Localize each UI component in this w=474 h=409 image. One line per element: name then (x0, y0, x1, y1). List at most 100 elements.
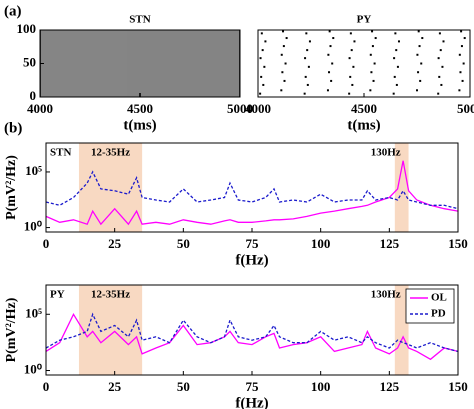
spike-dot (463, 37, 466, 40)
legend-box (405, 288, 455, 324)
x-axis-label: t(ms) (123, 117, 156, 133)
y-tick-label: 10⁵ (25, 163, 42, 178)
plot-frame (39, 29, 241, 98)
spike-dot (458, 53, 461, 56)
plot-frame (257, 29, 471, 98)
spike-dot (396, 65, 399, 68)
spike-dot (369, 89, 372, 92)
x-axis-label: f(Hz) (235, 395, 268, 409)
panel-label: (b) (4, 120, 22, 136)
spike-dot (418, 45, 421, 48)
plot-area (46, 285, 458, 375)
x-tick-label: 4500 (127, 101, 153, 116)
spike-dot (459, 71, 462, 74)
x-tick-label: 4500 (351, 101, 377, 116)
spike-dot (442, 40, 445, 43)
spike-dot (437, 92, 440, 95)
y-tick-label: 10⁰ (24, 362, 43, 377)
x-tick-label: 75 (246, 379, 260, 394)
spike-dot (416, 53, 419, 56)
x-axis-label: t(ms) (347, 117, 380, 133)
spike-dot (458, 89, 461, 92)
spike-dot (393, 75, 396, 78)
psd-line (46, 312, 458, 353)
spike-dot (392, 92, 395, 95)
x-tick-label: 5000 (457, 101, 474, 116)
spike-dot (306, 83, 309, 86)
spike-dot (421, 37, 424, 40)
psd-line (46, 170, 458, 210)
spike-dot (373, 62, 376, 65)
spike-dot (307, 65, 310, 68)
x-tick-label: 25 (108, 379, 122, 394)
spike-dot (348, 57, 351, 60)
spike-dot (397, 40, 400, 43)
spike-dot (326, 89, 329, 92)
plot-area (40, 30, 240, 97)
spike-dot (420, 62, 423, 65)
spike-dot (416, 89, 418, 92)
x-tick-label: 150 (448, 236, 468, 251)
x-tick-label: 150 (448, 379, 468, 394)
spike-dot (262, 83, 265, 86)
spike-dot (280, 53, 283, 56)
y-tick-label: 0 (30, 88, 37, 103)
spike-dot (393, 57, 396, 60)
spike-dot (303, 92, 306, 95)
plot-area (259, 30, 466, 95)
spike-dot (372, 79, 375, 82)
spike-dot (304, 57, 307, 60)
spike-dot (417, 71, 420, 74)
spike-dot (438, 32, 441, 35)
plot-title: PY (357, 14, 372, 26)
spike-dot (331, 62, 334, 65)
spike-dot (439, 49, 442, 52)
spike-dot (461, 79, 464, 82)
x-tick-label: 4000 (27, 101, 53, 116)
spike-dot (370, 71, 373, 74)
x-tick-label: 5000 (227, 101, 253, 116)
spike-dot (441, 65, 444, 68)
x-tick-label: 50 (177, 379, 190, 394)
spike-dot (285, 37, 288, 40)
y-tick-label: 100 (17, 21, 37, 36)
spike-dot (259, 92, 262, 95)
spike-dot (304, 75, 307, 78)
spike-dot (374, 37, 377, 40)
spike-dot (352, 65, 355, 68)
band-label: 12-35Hz (91, 147, 130, 159)
spike-dot (394, 32, 397, 35)
spike-dot (330, 79, 333, 82)
spike-dot (305, 32, 308, 35)
spike-dot (395, 49, 398, 52)
plot-title: STN (50, 147, 71, 159)
plot-title: STN (129, 14, 150, 26)
spike-dot (282, 45, 285, 48)
plot-area (46, 143, 458, 232)
spike-dot (281, 71, 284, 74)
band (394, 285, 409, 375)
x-tick-label: 100 (311, 236, 331, 251)
legend-label: PD (431, 308, 446, 320)
spike-dot (371, 45, 374, 48)
band-label: 130Hz (371, 289, 401, 301)
spike-dot (259, 57, 262, 60)
spike-dot (349, 32, 352, 35)
panel-label: (a) (4, 3, 22, 19)
spike-dot (462, 62, 465, 65)
x-tick-label: 50 (177, 236, 190, 251)
y-tick-label: 10⁰ (24, 219, 43, 234)
x-tick-label: 4000 (245, 101, 271, 116)
y-axis-label: P(mV²/Hz) (4, 155, 19, 220)
band-label: 130Hz (371, 147, 401, 159)
x-axis-label: f(Hz) (235, 252, 268, 268)
spike-dot (306, 49, 309, 52)
band (394, 143, 409, 232)
spike-dot (283, 79, 286, 82)
x-tick-label: 125 (380, 379, 400, 394)
spike-dot (328, 30, 331, 33)
spike-dot (264, 40, 267, 43)
spike-dot (437, 57, 440, 60)
spike-dot (348, 92, 351, 95)
